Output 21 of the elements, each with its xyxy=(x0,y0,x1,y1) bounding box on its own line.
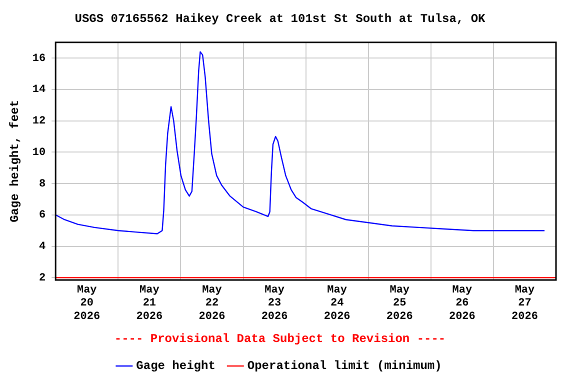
x-tick-label: May 20 2026 xyxy=(74,284,100,323)
text: ---- Provisional Data Subject to Revision ---- xyxy=(114,332,446,346)
y-tick-label: 16 xyxy=(32,52,46,65)
y-tick-label: 6 xyxy=(38,210,46,222)
chart-title: USGS 07165562 Haikey Creek at 101st St South at Tulsa, OK xyxy=(74,12,486,26)
y-tick-label: 2 xyxy=(38,272,46,284)
legend-label: Operational limit (minimum) xyxy=(247,359,442,374)
y-tick-label: 12 xyxy=(32,116,46,128)
y-tick-label: 4 xyxy=(38,241,46,254)
x-tick-label: May 24 2026 xyxy=(324,284,350,323)
legend-label: Gage height xyxy=(136,359,216,374)
x-tick-label: May 25 2026 xyxy=(386,284,413,323)
y-tick-label: 10 xyxy=(32,146,46,159)
y-tick-label: 8 xyxy=(38,178,46,190)
y-axis-title: Gage height, feet xyxy=(8,100,22,222)
x-tick-label: May 21 2026 xyxy=(136,284,163,323)
x-tick-label: May 22 2026 xyxy=(198,284,226,323)
x-tick-label: May 27 2026 xyxy=(512,284,538,323)
x-tick-label: May 23 2026 xyxy=(261,284,288,323)
y-tick-label: 14 xyxy=(32,84,46,96)
x-tick-label: May 26 2026 xyxy=(448,284,476,323)
